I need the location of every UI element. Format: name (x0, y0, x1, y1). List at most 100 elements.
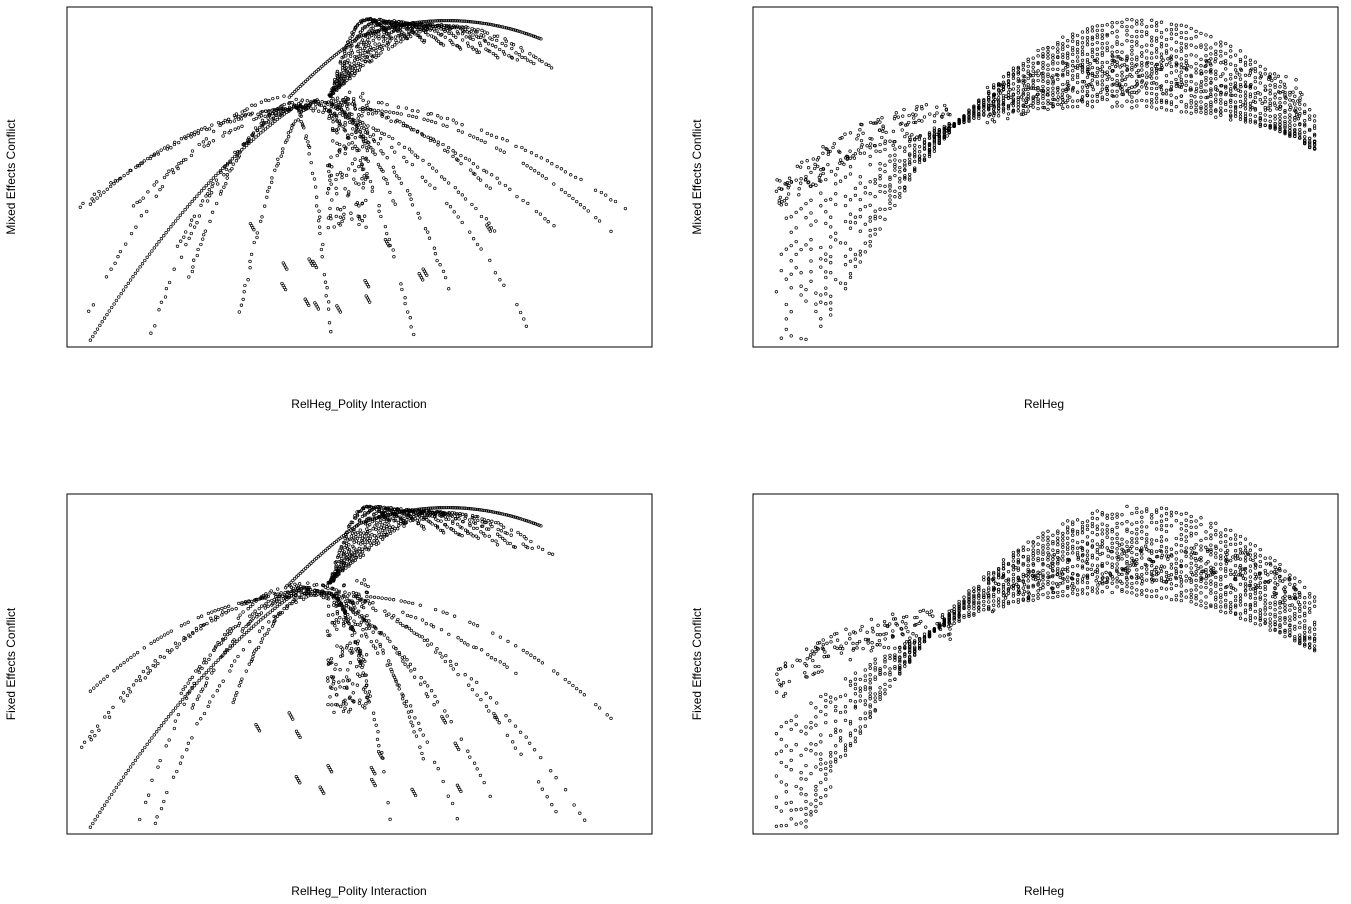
data-point (421, 28, 426, 33)
data-point (937, 129, 941, 134)
data-point (239, 117, 244, 121)
data-point (160, 184, 165, 189)
data-point (390, 21, 394, 25)
data-point (1130, 74, 1134, 79)
data-point (819, 293, 823, 297)
data-point (121, 288, 126, 292)
data-point (1071, 59, 1075, 64)
data-point (395, 111, 400, 115)
data-point (395, 174, 399, 178)
data-point (1090, 84, 1095, 89)
data-point (456, 215, 460, 219)
data-point (593, 188, 598, 192)
data-point (466, 25, 470, 30)
data-point (264, 109, 268, 113)
data-point (1278, 113, 1282, 117)
data-point (392, 24, 396, 29)
data-point (155, 180, 159, 184)
data-point (218, 168, 223, 173)
data-point (1056, 47, 1060, 51)
data-point (474, 20, 478, 24)
data-point (927, 143, 932, 147)
data-point (102, 316, 107, 320)
data-point (908, 178, 912, 182)
data-point (376, 128, 380, 133)
data-point (809, 279, 813, 283)
data-point (1115, 35, 1119, 39)
data-point (451, 118, 455, 122)
data-point (1298, 102, 1302, 106)
data-point (102, 190, 106, 194)
data-point (515, 58, 519, 62)
data-point (1204, 78, 1208, 82)
data-point (1041, 47, 1045, 51)
data-point (1184, 30, 1188, 35)
data-point (329, 182, 333, 186)
data-point (569, 173, 573, 177)
data-point (1159, 35, 1164, 39)
data-point (1278, 122, 1282, 127)
data-point (1090, 78, 1095, 82)
data-point (233, 127, 237, 131)
data-point (426, 19, 431, 23)
data-point (1051, 82, 1055, 86)
data-point (382, 132, 387, 136)
data-point (343, 80, 347, 84)
data-point (1219, 40, 1223, 44)
data-point (1041, 76, 1045, 80)
data-point (863, 250, 867, 254)
data-point (412, 332, 416, 337)
data-point (88, 202, 93, 206)
data-point (1130, 68, 1134, 72)
data-point (368, 17, 372, 22)
data-point (1135, 40, 1139, 44)
data-point (1110, 77, 1114, 81)
data-point (371, 24, 375, 28)
data-point (420, 175, 425, 179)
data-point (1268, 103, 1272, 108)
data-point (289, 93, 293, 97)
data-point (249, 139, 253, 143)
data-point (1041, 66, 1045, 70)
data-point (1154, 68, 1159, 72)
data-point (259, 100, 264, 104)
data-point (206, 192, 210, 196)
data-point (843, 254, 848, 258)
data-point (1308, 128, 1312, 133)
data-point (445, 124, 449, 129)
data-point (1031, 65, 1035, 69)
data-point (393, 150, 397, 154)
data-point (500, 137, 505, 141)
data-point (398, 29, 402, 33)
data-point (1194, 29, 1198, 34)
data-point (490, 43, 495, 47)
data-point (878, 177, 882, 181)
data-point (152, 183, 156, 187)
data-point (913, 150, 917, 154)
data-point (312, 99, 316, 103)
data-point (1288, 120, 1292, 124)
data-point (1283, 115, 1287, 120)
data-point (513, 28, 518, 32)
data-point (307, 145, 312, 149)
data-point (334, 87, 338, 91)
data-point (296, 107, 301, 111)
data-point (145, 209, 149, 214)
data-point (361, 138, 365, 142)
data-point (1169, 36, 1174, 41)
data-point (233, 115, 238, 119)
data-point (1046, 53, 1050, 57)
data-point (436, 31, 441, 36)
data-point (367, 141, 371, 145)
data-point (1303, 135, 1307, 139)
data-point (1184, 79, 1188, 84)
data-point (409, 197, 413, 201)
data-point (119, 176, 123, 180)
data-point (1026, 71, 1030, 76)
data-point (211, 181, 215, 186)
data-point (330, 198, 334, 202)
data-point (316, 68, 320, 72)
data-point (1229, 44, 1233, 48)
data-point (247, 136, 251, 140)
data-point (1303, 130, 1307, 134)
